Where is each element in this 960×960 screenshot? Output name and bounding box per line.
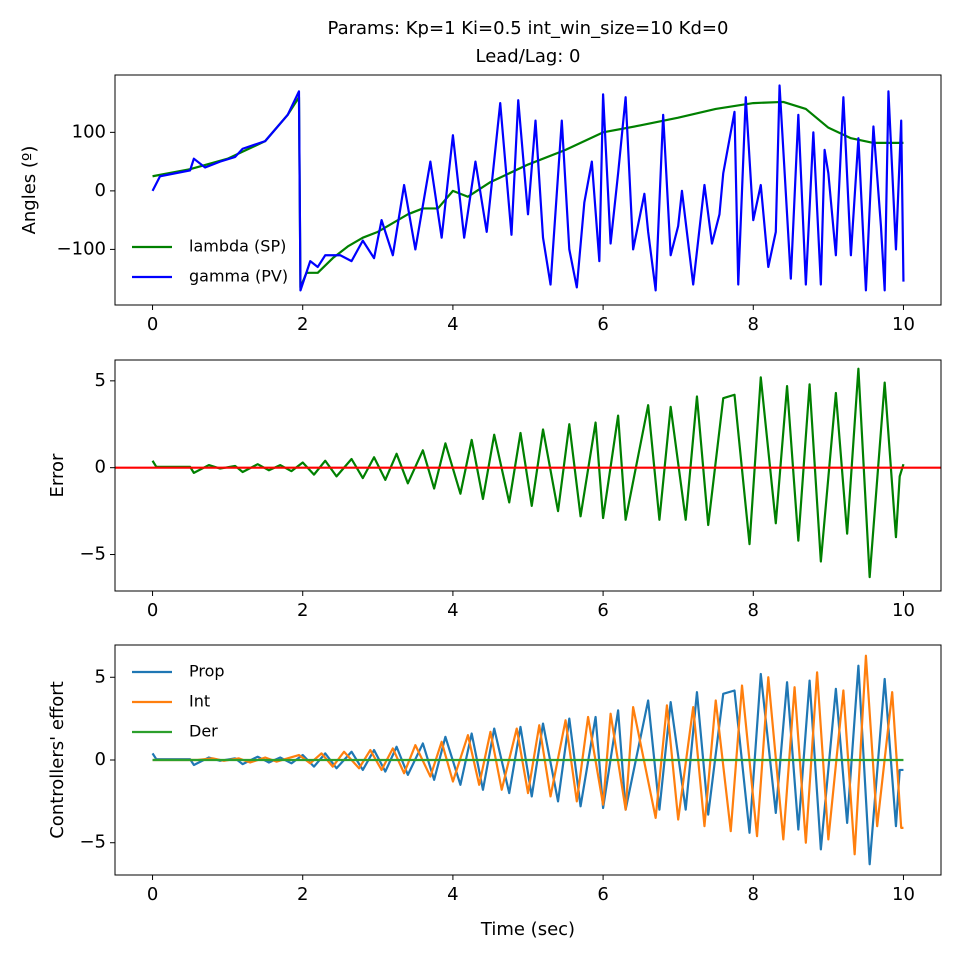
legend-label: Der xyxy=(189,722,218,741)
x-tick-label: 2 xyxy=(297,314,308,335)
x-tick-label: 8 xyxy=(748,884,759,905)
x-tick-label: 2 xyxy=(297,884,308,905)
x-tick-label: 8 xyxy=(748,314,759,335)
y-tick-label: 0 xyxy=(95,457,106,478)
series-line xyxy=(152,654,904,856)
legend-label: gamma (PV) xyxy=(189,267,288,286)
x-tick-label: 10 xyxy=(892,600,915,621)
y-tick-label: 0 xyxy=(95,180,106,201)
series-line xyxy=(151,367,905,579)
x-axis-label: Time (sec) xyxy=(480,919,575,940)
y-axis-label: Error xyxy=(47,453,68,497)
series-line xyxy=(151,664,904,866)
x-tick-label: 10 xyxy=(892,884,915,905)
plot-area xyxy=(115,367,941,579)
x-tick-label: 2 xyxy=(297,600,308,621)
x-tick-label: 6 xyxy=(597,884,608,905)
x-tick-label: 8 xyxy=(748,600,759,621)
x-tick-label: 0 xyxy=(147,314,158,335)
axes-frame xyxy=(114,359,942,592)
plot-area xyxy=(151,84,905,292)
legend-label: Prop xyxy=(189,662,225,681)
y-tick-label: 5 xyxy=(95,370,106,391)
axes-frame xyxy=(114,74,942,306)
x-tick-label: 4 xyxy=(447,600,458,621)
x-tick-label: 4 xyxy=(447,314,458,335)
legend-label: lambda (SP) xyxy=(189,237,286,256)
x-tick-label: 0 xyxy=(147,884,158,905)
x-tick-label: 6 xyxy=(597,314,608,335)
y-tick-label: −5 xyxy=(79,544,106,565)
legend-label: Int xyxy=(189,692,210,711)
plot-area xyxy=(151,654,904,866)
x-tick-label: 6 xyxy=(597,600,608,621)
chart-title: Lead/Lag: 0 xyxy=(475,46,580,67)
y-tick-label: 0 xyxy=(95,749,106,770)
x-tick-label: 10 xyxy=(892,314,915,335)
y-tick-label: 5 xyxy=(95,666,106,687)
chart-title: Params: Kp=1 Ki=0.5 int_win_size=10 Kd=0 xyxy=(328,18,729,39)
series-line xyxy=(151,84,905,292)
x-tick-label: 4 xyxy=(447,884,458,905)
axes-frame xyxy=(114,644,942,876)
y-tick-label: −5 xyxy=(79,832,106,853)
y-axis-label: Angles (º) xyxy=(19,146,40,235)
y-tick-label: 100 xyxy=(72,121,106,142)
x-tick-label: 0 xyxy=(147,600,158,621)
y-tick-label: −100 xyxy=(57,238,106,259)
y-axis-label: Controllers' effort xyxy=(47,681,68,839)
